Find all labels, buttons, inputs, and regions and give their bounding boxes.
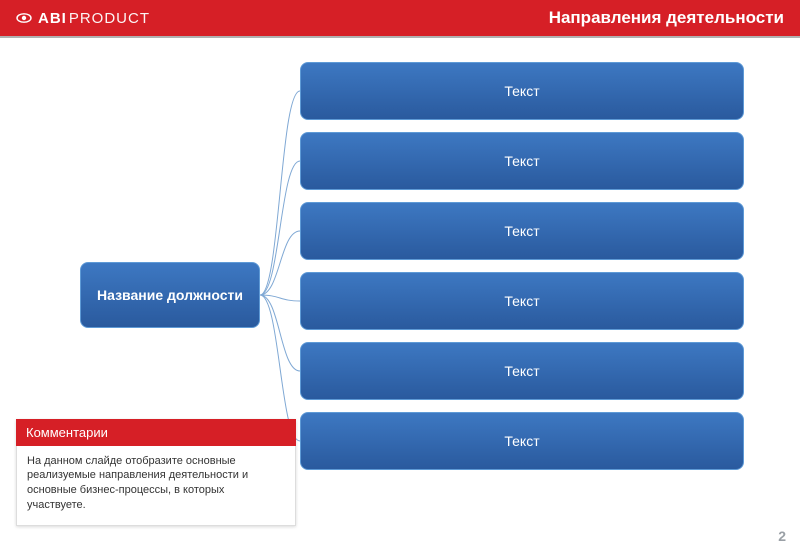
tree-leaf-node: Текст [300, 202, 744, 260]
slide-header: ABI PRODUCT Направления деятельности [0, 0, 800, 36]
leaf-node-label: Текст [504, 293, 539, 309]
comments-panel: Комментарии На данном слайде отобразите … [16, 419, 296, 526]
eye-icon [16, 12, 32, 24]
logo-text-light: PRODUCT [69, 10, 150, 27]
logo-text-bold: ABI [38, 10, 67, 27]
header-underline [0, 36, 800, 38]
tree-leaf-node: Текст [300, 412, 744, 470]
tree-leaf-node: Текст [300, 272, 744, 330]
leaf-node-label: Текст [504, 363, 539, 379]
leaf-node-label: Текст [504, 433, 539, 449]
leaf-node-label: Текст [504, 153, 539, 169]
root-node-label: Название должности [97, 287, 243, 303]
tree-leaf-node: Текст [300, 62, 744, 120]
slide-title: Направления деятельности [549, 8, 784, 28]
page-number: 2 [778, 528, 786, 544]
comments-title: Комментарии [26, 425, 108, 440]
leaf-node-label: Текст [504, 83, 539, 99]
comments-header: Комментарии [16, 419, 296, 446]
tree-root-node: Название должности [80, 262, 260, 328]
brand-logo: ABI PRODUCT [16, 10, 150, 27]
comments-body: На данном слайде отобразите основные реа… [16, 446, 296, 526]
tree-leaf-node: Текст [300, 342, 744, 400]
tree-leaf-node: Текст [300, 132, 744, 190]
leaf-node-label: Текст [504, 223, 539, 239]
